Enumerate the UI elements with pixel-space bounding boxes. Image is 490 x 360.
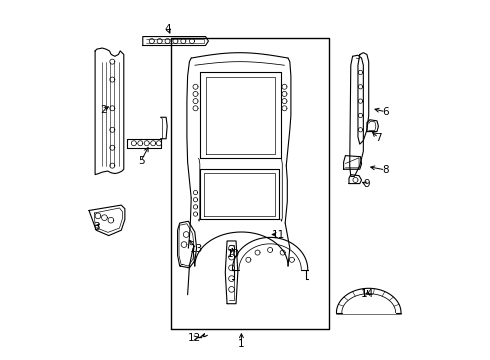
Text: 12: 12: [188, 333, 201, 343]
Text: 5: 5: [138, 156, 145, 166]
Text: 9: 9: [364, 179, 370, 189]
Text: 8: 8: [382, 165, 389, 175]
Text: 4: 4: [165, 24, 171, 34]
Text: 3: 3: [93, 222, 99, 232]
Text: 14: 14: [361, 289, 374, 299]
Text: 6: 6: [382, 107, 389, 117]
Text: 2: 2: [100, 105, 107, 115]
Text: 7: 7: [375, 133, 382, 143]
Text: 10: 10: [227, 249, 240, 259]
Text: 1: 1: [238, 339, 245, 349]
Text: 11: 11: [271, 230, 285, 239]
Text: 13: 13: [190, 244, 203, 254]
